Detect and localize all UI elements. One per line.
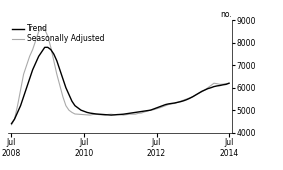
Legend: Trend, Seasonally Adjusted: Trend, Seasonally Adjusted <box>12 24 104 43</box>
Text: no.: no. <box>220 10 232 19</box>
